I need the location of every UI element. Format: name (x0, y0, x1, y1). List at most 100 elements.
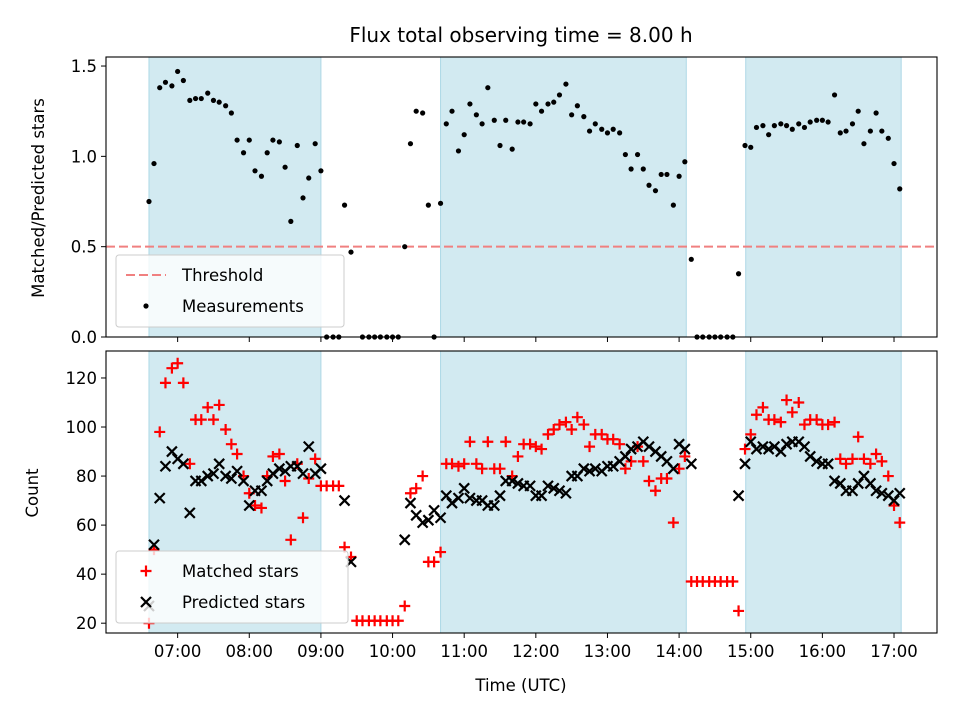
data-point (422, 514, 435, 526)
data-point (750, 443, 763, 455)
data-point (670, 202, 676, 208)
data-point (225, 438, 237, 450)
data-point (819, 117, 825, 123)
data-point (297, 512, 309, 524)
legend-label: Measurements (182, 297, 304, 316)
data-point (231, 448, 243, 460)
legend-label: Predicted stars (182, 593, 305, 612)
data-point (891, 160, 897, 167)
data-point (545, 101, 551, 107)
data-point (255, 502, 267, 514)
data-point (159, 460, 172, 473)
data-point (748, 144, 754, 150)
data-point (246, 137, 252, 143)
data-point (530, 441, 542, 453)
data-point (586, 128, 593, 134)
data-point (893, 487, 906, 500)
data-point (873, 110, 879, 116)
data-point (434, 511, 447, 524)
data-point (267, 450, 279, 462)
data-point (556, 92, 563, 98)
data-point (177, 377, 189, 389)
data-point (252, 168, 258, 174)
data-point (159, 377, 171, 389)
data-point (584, 441, 596, 453)
data-point (553, 419, 565, 431)
data-point (524, 480, 536, 492)
series-2 (143, 435, 906, 612)
data-point (876, 487, 888, 500)
data-point (261, 475, 273, 487)
data-point (858, 453, 870, 465)
data-point (476, 463, 488, 475)
data-point (566, 423, 578, 435)
series-1 (146, 68, 903, 340)
data-point (333, 480, 345, 492)
data-point (223, 103, 229, 109)
y-tick-label: 60 (76, 516, 97, 535)
data-point (473, 112, 479, 118)
data-point (628, 166, 634, 172)
data-point (410, 482, 422, 494)
data-point (443, 121, 449, 127)
data-point (491, 117, 497, 123)
data-point (172, 357, 184, 369)
data-point (548, 423, 560, 435)
data-point (625, 443, 637, 455)
data-point (676, 173, 682, 179)
data-point (494, 463, 506, 475)
data-point (302, 440, 315, 453)
data-point (888, 494, 900, 507)
data-point (634, 151, 641, 158)
data-point (569, 112, 575, 118)
legend-label: Threshold (181, 266, 263, 285)
x-tick-label: 10:00 (369, 642, 417, 661)
data-point (852, 431, 864, 443)
data-point (515, 119, 521, 125)
data-point (682, 159, 688, 165)
data-point (180, 77, 186, 84)
data-point (822, 458, 834, 470)
data-point (503, 117, 509, 123)
legend: Threshold Measurements (115, 254, 345, 328)
data-point (622, 151, 628, 158)
data-point (563, 81, 569, 87)
data-point (240, 150, 247, 156)
data-point (243, 499, 256, 512)
data-point (879, 128, 885, 134)
data-point (479, 121, 485, 127)
data-point (796, 121, 802, 127)
data-point (542, 428, 554, 440)
plot-frame (105, 350, 938, 634)
data-point (446, 458, 458, 470)
data-point (166, 362, 178, 374)
data-point (417, 470, 429, 482)
x-tick-label: 14:00 (655, 642, 703, 661)
data-point (449, 108, 455, 114)
plot-frame (105, 56, 938, 338)
data-point (157, 85, 163, 91)
data-point (404, 497, 417, 509)
data-point (482, 436, 494, 448)
data-point (771, 123, 777, 129)
data-point (318, 168, 324, 174)
shaded-interval (440, 56, 687, 338)
data-point (661, 473, 673, 485)
data-point (604, 130, 611, 136)
data-point (527, 121, 533, 127)
data-point (220, 423, 232, 435)
data-point (760, 123, 766, 129)
y-tick-label: 0.0 (71, 328, 97, 347)
data-point (455, 148, 462, 154)
x-tick-label: 15:00 (727, 642, 775, 661)
y-tick-label: 80 (76, 467, 97, 486)
data-point (151, 160, 157, 167)
data-point (745, 428, 757, 440)
data-point (464, 492, 476, 504)
data-point (793, 396, 805, 408)
data-point (551, 99, 557, 105)
data-point (285, 534, 297, 546)
x-tick-label: 11:00 (440, 642, 488, 661)
data-point (309, 453, 321, 465)
